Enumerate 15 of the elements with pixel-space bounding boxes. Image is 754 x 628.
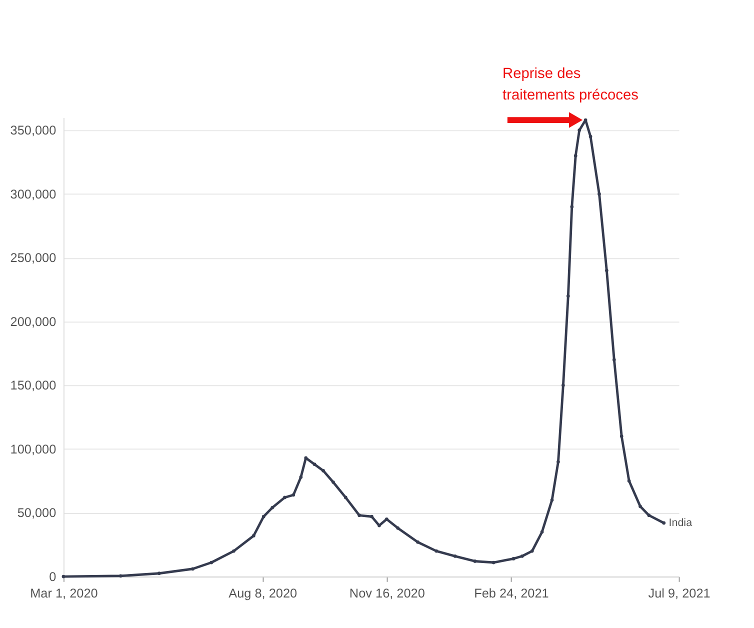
y-tick-label: 300,000	[10, 187, 56, 202]
x-tick-label: Aug 8, 2020	[228, 586, 298, 601]
y-tick-label: 350,000	[10, 124, 56, 138]
y-tick-label: 250,000	[10, 251, 56, 266]
y-tick-label: 50,000	[17, 506, 56, 520]
y-tick-label: 150,000	[10, 378, 56, 393]
series-label: India	[668, 516, 692, 529]
y-tick-label: 100,000	[10, 442, 56, 456]
x-tick-label: Feb 24, 2021	[474, 586, 549, 601]
x-tick-label: Mar 1, 2020	[30, 586, 98, 601]
x-tick-label: Jul 9, 2021	[648, 586, 710, 601]
x-tick-label: Nov 16, 2020	[349, 586, 425, 601]
y-tick-label: 200,000	[10, 314, 56, 329]
y-tick-label: 0	[49, 570, 56, 584]
annotation: Reprise des traitements précoces	[502, 66, 638, 104]
